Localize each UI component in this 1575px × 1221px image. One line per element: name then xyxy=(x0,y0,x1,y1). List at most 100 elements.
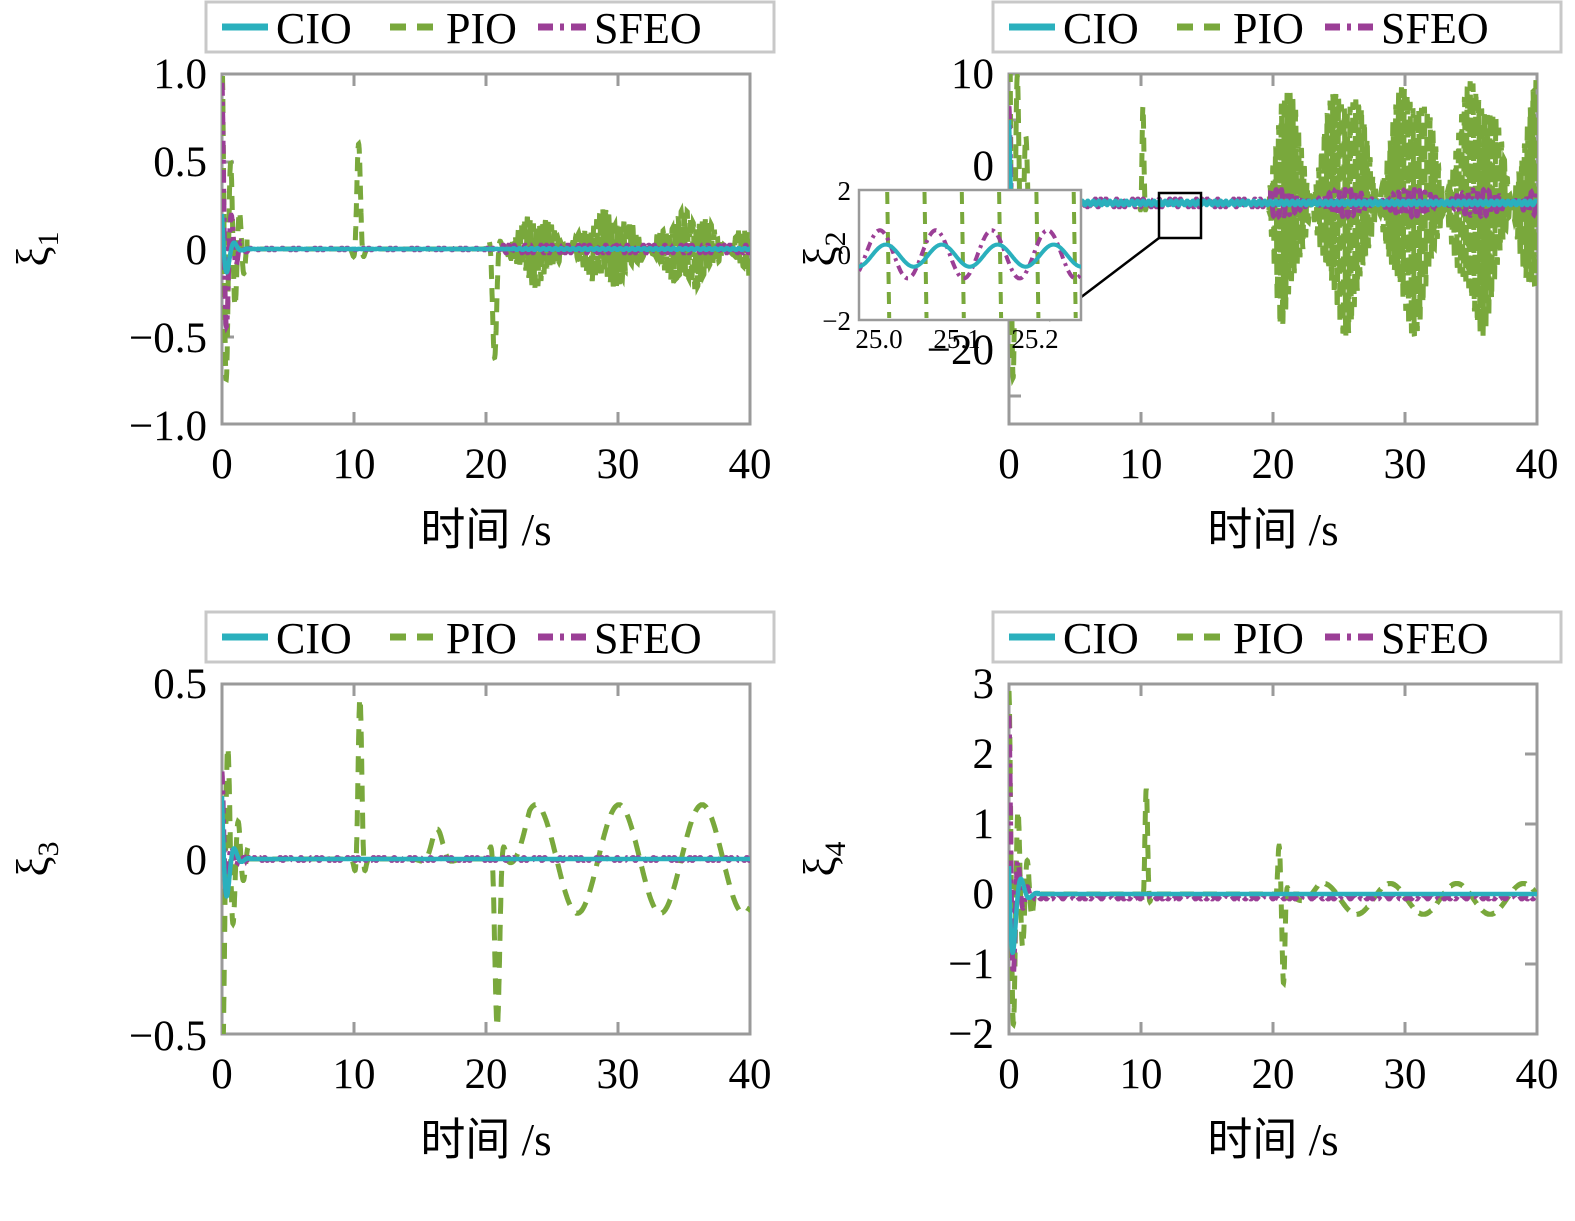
x-axis-title: 时间 /s xyxy=(1207,505,1338,555)
x-tick-label: 10 xyxy=(1120,441,1163,488)
x-tick-label: 20 xyxy=(465,1051,508,1098)
legend-label-sfeo: SFEO xyxy=(594,4,702,53)
x-axis-title: 时间 /s xyxy=(420,1115,551,1165)
x-tick-label: 30 xyxy=(597,1051,640,1098)
y-tick-label: −1.0 xyxy=(129,403,207,450)
x-tick-label: 20 xyxy=(1252,1051,1295,1098)
series-pio xyxy=(222,74,750,383)
legend-label-sfeo: SFEO xyxy=(594,614,702,663)
x-axis-title: 时间 /s xyxy=(420,505,551,555)
y-tick-label: 2 xyxy=(973,731,995,778)
x-tick-label: 0 xyxy=(998,1051,1020,1098)
x-axis-ticks-xi4: 0 10 20 30 40 xyxy=(998,684,1559,1098)
y-tick-label: −1 xyxy=(948,941,994,988)
series-group-xi1 xyxy=(222,74,750,383)
series-group-xi4 xyxy=(1009,690,1537,1029)
inset-series-sfeo xyxy=(859,228,1081,281)
panel-xi1: CIO PIO SFEO 1.0 0.5 0 −0.5 −1.0 xyxy=(0,0,787,610)
y-axis-title-sub: 4 xyxy=(819,841,852,856)
inset-y-tick-label: 2 xyxy=(838,176,852,206)
y-tick-label: −2 xyxy=(948,1011,994,1058)
x-axis-ticks-xi2: 0 10 20 30 40 xyxy=(998,74,1559,488)
panel-xi4: CIO PIO SFEO 3 2 1 0 −1 −2 0 xyxy=(787,610,1575,1221)
y-axis-title-base: ξ xyxy=(8,856,58,876)
svg-text:ξ1: ξ1 xyxy=(8,231,65,266)
series-group-xi3 xyxy=(222,689,750,1034)
y-tick-label: 0 xyxy=(186,227,208,274)
series-sfeo xyxy=(1009,715,1537,982)
legend-label-cio: CIO xyxy=(276,4,352,53)
legend-label-sfeo: SFEO xyxy=(1381,4,1489,53)
series-group-xi2 xyxy=(1009,74,1537,387)
zoom-source-box xyxy=(1157,191,1203,240)
series-cio xyxy=(222,213,750,275)
y-axis-ticks-xi3: 0.5 0 −0.5 xyxy=(129,661,207,1060)
panel-xi2: CIO PIO SFEO 10 0 −10 −20 0 10 20 xyxy=(787,0,1575,610)
x-tick-label: 40 xyxy=(729,441,772,488)
x-tick-label: 10 xyxy=(333,1051,376,1098)
y-axis-title-sub: 1 xyxy=(32,231,65,246)
legend-label-cio: CIO xyxy=(276,614,352,663)
inset-panel-xi2: 2 0 −2 25.0 25.1 25.2 xyxy=(822,176,1083,354)
legend-panel-xi3: CIO PIO SFEO xyxy=(204,610,776,664)
y-tick-label: 0 xyxy=(973,871,995,918)
inset-x-tick-label: 25.2 xyxy=(1011,324,1058,354)
legend-panel-xi1: CIO PIO SFEO xyxy=(204,0,776,54)
y-axis-title-base: ξ xyxy=(8,246,58,266)
y-axis-title-base: ξ xyxy=(795,246,845,266)
y-tick-label: 10 xyxy=(951,51,994,98)
y-tick-label: 3 xyxy=(973,661,995,708)
y-tick-label: 1 xyxy=(973,801,995,848)
plot-frame xyxy=(1007,682,1539,1036)
y-tick-label: 0.5 xyxy=(153,661,207,708)
svg-text:ξ3: ξ3 xyxy=(8,841,65,876)
y-tick-label: −0.5 xyxy=(129,1013,207,1060)
y-tick-label: 0.5 xyxy=(153,139,207,186)
legend-label-pio: PIO xyxy=(446,614,517,663)
legend-frame xyxy=(204,610,776,664)
inset-series-cio xyxy=(859,242,1081,269)
x-tick-label: 20 xyxy=(1252,441,1295,488)
inset-y-tick-label: 0 xyxy=(838,240,852,270)
y-axis-title: ξ4 xyxy=(795,841,852,876)
y-tick-label: 1.0 xyxy=(153,51,207,98)
series-cio xyxy=(222,795,750,899)
x-tick-label: 0 xyxy=(211,441,233,488)
x-tick-label: 40 xyxy=(729,1051,772,1098)
inset-series-pio xyxy=(885,191,1078,319)
x-axis-ticks-xi1: 0 10 20 30 40 xyxy=(211,74,772,488)
legend-label-sfeo: SFEO xyxy=(1381,614,1489,663)
y-axis-title-base: ξ xyxy=(795,856,845,876)
legend-label-cio: CIO xyxy=(1063,614,1139,663)
legend-panel-xi2: CIO PIO SFEO xyxy=(991,0,1563,54)
x-axis-title: 时间 /s xyxy=(1207,1115,1338,1165)
y-axis-title-sub: 2 xyxy=(819,231,852,246)
series-sfeo xyxy=(222,771,750,899)
y-axis-title-sub: 3 xyxy=(32,841,65,856)
y-tick-label: 0 xyxy=(186,837,208,884)
y-tick-label: −20 xyxy=(927,327,994,374)
x-tick-label: 30 xyxy=(1384,1051,1427,1098)
x-tick-label: 40 xyxy=(1516,1051,1559,1098)
legend-frame xyxy=(991,0,1563,54)
svg-text:ξ4: ξ4 xyxy=(795,841,852,876)
inset-x-tick-label: 25.0 xyxy=(855,324,902,354)
x-axis-ticks-xi3: 0 10 20 30 40 xyxy=(211,684,772,1098)
inset-frame xyxy=(857,188,1083,322)
y-axis-ticks-xi1: 1.0 0.5 0 −0.5 −1.0 xyxy=(129,51,234,450)
legend-label-cio: CIO xyxy=(1063,4,1139,53)
legend-frame xyxy=(204,0,776,54)
x-tick-label: 40 xyxy=(1516,441,1559,488)
y-axis-ticks-xi4: 3 2 1 0 −1 −2 xyxy=(948,661,1537,1058)
x-tick-label: 0 xyxy=(998,441,1020,488)
inset-x-tick-label: 25.1 xyxy=(933,324,980,354)
svg-text:ξ2: ξ2 xyxy=(795,231,852,266)
inset-y-tick-label: −2 xyxy=(822,306,851,336)
legend-label-pio: PIO xyxy=(446,4,517,53)
y-tick-label: −0.5 xyxy=(129,315,207,362)
x-tick-label: 10 xyxy=(1120,1051,1163,1098)
legend-label-pio: PIO xyxy=(1233,614,1304,663)
series-cio xyxy=(1009,120,1537,240)
legend-panel-xi4: CIO PIO SFEO xyxy=(991,610,1563,664)
